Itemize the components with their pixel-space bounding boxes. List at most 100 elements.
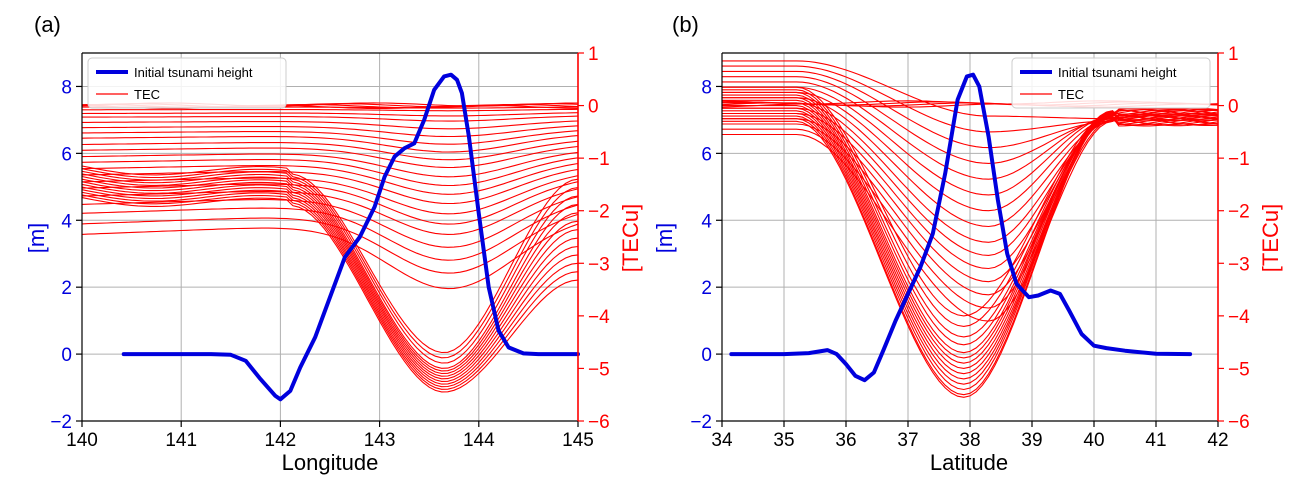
panel-label-a: (a) (34, 12, 61, 37)
tec-line (81, 125, 579, 138)
tec-line (81, 151, 579, 178)
tec-lines-a (81, 102, 579, 393)
tec-line (81, 157, 579, 187)
x-tick-label: 143 (364, 430, 396, 451)
x-tick-label: 144 (463, 430, 495, 451)
y-tick-label-right: −6 (1228, 412, 1250, 433)
tec-line (82, 108, 579, 112)
y-tick-label-right: −5 (588, 359, 610, 380)
y-tick-label-left: −2 (690, 412, 712, 433)
tec-line (82, 120, 579, 130)
y-axis-title-right-a: [TECu] (618, 204, 643, 272)
tec-line (81, 145, 579, 169)
tec-line (81, 175, 579, 215)
tec-line (81, 197, 579, 393)
y-ticks-left-b: −2 0 2 4 6 8 (690, 77, 722, 433)
panel-label-b: (b) (672, 12, 699, 37)
tec-line (722, 105, 1219, 369)
tec-line (722, 112, 1219, 270)
tec-line (722, 109, 1218, 396)
tec-line (81, 181, 579, 225)
x-tick-label: 34 (711, 430, 733, 451)
x-tick-label: 38 (959, 430, 980, 451)
tec-line (81, 162, 579, 195)
x-tick-label: 40 (1083, 430, 1104, 451)
y-tick-label-right: 0 (1228, 97, 1239, 118)
y-tick-label-left: 2 (61, 278, 72, 299)
x-tick-label: 41 (1145, 430, 1166, 451)
tec-line (82, 115, 579, 122)
y-tick-label-right: −3 (1228, 254, 1250, 275)
tec-line (82, 130, 579, 145)
y-tick-label-right: −6 (588, 412, 610, 433)
tec-line (81, 178, 579, 375)
y-tick-label-left: 0 (701, 345, 712, 366)
tec-line (81, 188, 579, 235)
y-axis-title-left-b: [m] (652, 223, 677, 254)
y-tick-label-left: 6 (701, 144, 712, 165)
legend-label-tsunami-a: Initial tsunami height (134, 65, 253, 80)
x-ticks-a: 140 141 142 143 144 145 (66, 421, 594, 451)
y-ticks-left-a: −2 0 2 4 6 8 (50, 77, 82, 433)
legend-b: Initial tsunami height TEC (1011, 57, 1211, 109)
y-tick-label-left: −2 (50, 412, 72, 433)
legend-label-tec-a: TEC (134, 87, 160, 102)
tsunami-line-b (729, 72, 1193, 383)
y-axis-title-right-b: [TECu] (1258, 204, 1283, 272)
tec-line (722, 107, 1219, 375)
legend-box-a (87, 57, 287, 109)
y-tick-label-right: −2 (1228, 202, 1250, 223)
x-tick-label: 141 (165, 430, 197, 451)
y-ticks-right-b: −6 −5 −4 −3 −2 −1 0 1 (1218, 44, 1250, 433)
tec-line (81, 135, 579, 153)
y-tick-label-left: 4 (701, 211, 712, 232)
tec-line (81, 194, 579, 390)
tsunami-line-a (121, 72, 580, 402)
tsunami-height-line (729, 72, 1193, 383)
y-tick-label-right: −1 (1228, 149, 1250, 170)
x-tick-label: 145 (562, 430, 594, 451)
tec-line (81, 189, 579, 385)
y-tick-label-right: −2 (588, 202, 610, 223)
tec-line (81, 186, 579, 382)
y-tick-label-left: 4 (61, 211, 72, 232)
y-tick-label-right: −4 (588, 307, 610, 328)
x-tick-label: 142 (265, 430, 297, 451)
y-tick-label-right: 1 (1228, 44, 1239, 65)
tsunami-height-line (121, 72, 580, 402)
y-axis-title-left-a: [m] (24, 223, 49, 254)
y-tick-label-right: −1 (588, 149, 610, 170)
tec-line (722, 91, 1219, 212)
y-tick-label-right: −5 (1228, 359, 1250, 380)
tec-line (81, 181, 579, 377)
x-tick-label: 42 (1207, 430, 1228, 451)
tec-line (81, 168, 579, 205)
y-tick-label-left: 6 (61, 144, 72, 165)
y-tick-label-right: 1 (588, 44, 599, 65)
y-tick-label-right: 0 (588, 97, 599, 118)
y-tick-label-left: 0 (61, 345, 72, 366)
tec-line (722, 115, 1219, 283)
y-tick-label-right: −4 (1228, 307, 1250, 328)
tec-line (722, 91, 1219, 338)
legend-label-tec-b: TEC (1058, 87, 1084, 102)
tec-line (722, 111, 1219, 385)
tec-line (722, 115, 1218, 296)
y-ticks-right-a: −6 −5 −4 −3 −2 −1 0 1 (578, 44, 610, 433)
tec-line (81, 191, 579, 388)
tec-line (81, 183, 579, 380)
axes-frame-a (81, 52, 579, 422)
x-tick-label: 36 (835, 430, 856, 451)
y-tick-label-left: 2 (701, 278, 712, 299)
y-tick-label-left: 8 (61, 77, 72, 98)
tec-line (81, 165, 579, 354)
legend-box-b (1011, 57, 1211, 109)
x-axis-title-a: Longitude (282, 450, 379, 475)
tec-line (81, 168, 579, 359)
tec-line (722, 109, 1219, 380)
y-tick-label-right: −3 (588, 254, 610, 275)
tec-line (81, 196, 579, 248)
x-ticks-b: 34 35 36 37 38 39 40 41 42 (711, 421, 1229, 451)
